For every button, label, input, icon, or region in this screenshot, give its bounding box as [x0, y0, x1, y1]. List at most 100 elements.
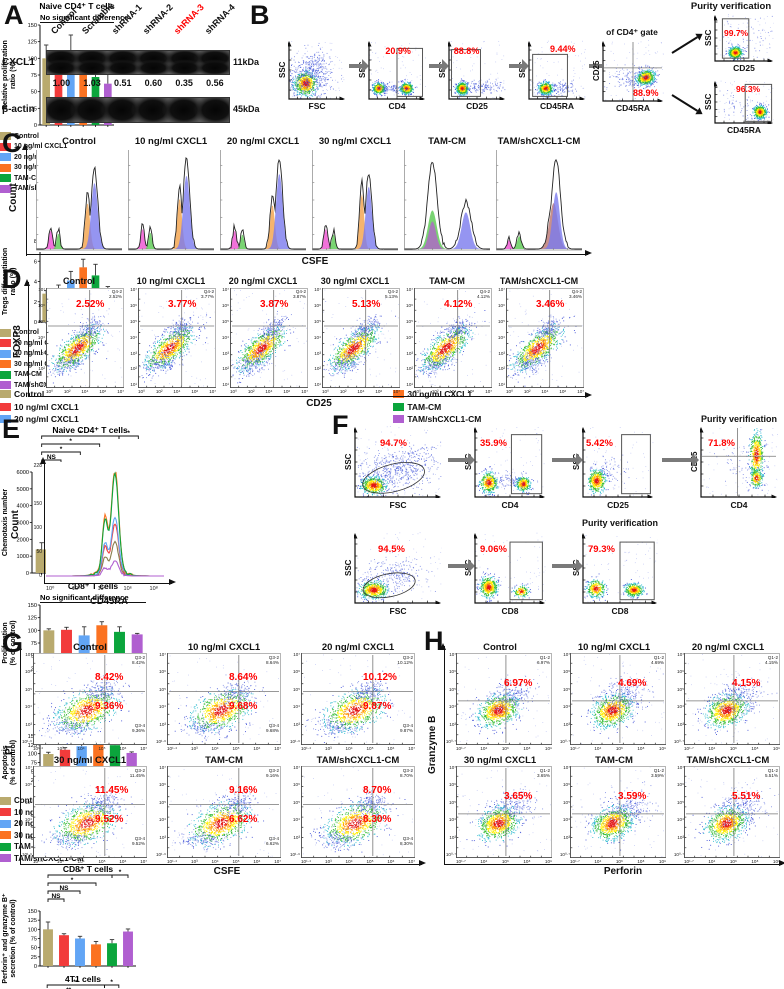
- tick-label: 10⁷: [25, 652, 32, 657]
- legend-label: TAM-CM: [14, 842, 46, 851]
- dot-plot-title: TAM/shCXCL1-CM: [686, 755, 770, 766]
- e-y-tick-label: 100: [33, 524, 42, 531]
- svg-text:25: 25: [31, 106, 37, 112]
- svg-text:1000: 1000: [17, 554, 29, 560]
- legend-item: TAM/shCXCL1-CM: [0, 854, 784, 863]
- tick-label: 10³: [293, 721, 300, 727]
- g-y-axis-label: PI: [4, 745, 15, 755]
- tick-label: 10⁹: [772, 746, 780, 751]
- x-axis-tick-labels: 10⁰ 10² 10⁴ 10⁶ 10⁷: [414, 389, 492, 394]
- quadrant-label: Q1-2 3.65%: [524, 768, 550, 778]
- panel-d-label: D: [2, 264, 22, 294]
- tick-label: 10¹·⁶: [289, 852, 300, 858]
- y-axis-tick-labels: 10⁷ 10⁶ 10⁵ 10⁴ 10³ 10¹·⁶: [155, 765, 166, 858]
- svg-text:5000: 5000: [17, 487, 29, 493]
- b-y-axis-label: SSC: [278, 61, 287, 79]
- legend-swatch: [0, 132, 11, 140]
- tick-label: 10⁶: [729, 859, 737, 864]
- e-y-tick-label: 0: [39, 573, 42, 579]
- gate-percentage: 4.12%: [444, 299, 473, 310]
- histogram-canvas: [220, 148, 306, 252]
- tick-label: 10⁰: [506, 389, 513, 394]
- x-axis-tick-labels: 10¹·⁷ 10⁴ 10⁶ 10⁸ 10⁹: [684, 746, 780, 751]
- quadrant-label-value: 6.97%: [536, 660, 550, 665]
- tick-label: 10⁴: [292, 704, 300, 710]
- b-x-axis-label: CD45RA: [615, 103, 650, 113]
- dot-plot-title: TAM/shCXCL1-CM: [499, 276, 579, 286]
- x-axis-tick-labels: 10¹·⁷ 10⁴ 10⁶ 10⁸ 10⁹: [456, 859, 552, 864]
- legend-swatch: [0, 390, 11, 398]
- flow-plot-canvas: [33, 766, 147, 858]
- tick-label: 10¹·⁶: [155, 852, 166, 858]
- quadrant-label-value: 8.42%: [131, 660, 145, 665]
- svg-text:75: 75: [31, 936, 37, 942]
- quadrant-label: Q1-2 5.51%: [752, 768, 778, 778]
- tick-label: 10³: [159, 834, 166, 840]
- tick-label: 10⁵: [98, 859, 106, 864]
- gate-percentage: 9.06%: [480, 544, 507, 555]
- tick-label: 10⁹: [658, 746, 666, 751]
- svg-text:3000: 3000: [17, 521, 29, 527]
- quadrant-label-id: Q4-2: [295, 289, 306, 294]
- legend-label: 20 ng/ml CXCL1: [14, 414, 79, 424]
- tick-label: 10⁵: [232, 746, 240, 751]
- b-x-axis-label: FSC: [308, 101, 326, 111]
- panel-b-label: B: [250, 0, 270, 30]
- legend-swatch: [0, 370, 11, 379]
- y-axis-tick-labels: 10⁷ 10⁶ 10⁵ 10⁴ 10³ 10² 10¹: [403, 287, 413, 388]
- tick-label: 10¹·⁴: [33, 746, 44, 751]
- svg-text:50: 50: [31, 90, 37, 96]
- gate-percentage: 5.42%: [586, 438, 613, 449]
- purity-verification-title: Purity verification: [690, 1, 772, 12]
- bar-chart-cd8-perforin-granzyme: CD8⁺ T cells Perforin⁺ and granzyme B⁺ sec…: [0, 863, 140, 983]
- dot-plot-title: 10 ng/ml CXCL1: [577, 642, 651, 653]
- flow-plot-canvas: [570, 766, 666, 858]
- tick-label: 10⁴: [292, 817, 300, 823]
- quadrant-label-id: Q4-2: [111, 289, 122, 294]
- legend-label: TAM-CM: [14, 174, 42, 182]
- svg-text:Perforin⁺ and granzyme B⁺: Perforin⁺ and granzyme B⁺: [2, 893, 9, 984]
- d-y-axis: [24, 279, 31, 396]
- tick-label: 10⁵: [292, 799, 300, 805]
- tick-label: 10⁰·⁷: [445, 852, 456, 858]
- tick-label: 10¹: [498, 382, 505, 388]
- g-x-axis: [20, 860, 426, 867]
- tick-label: 10⁴: [211, 746, 219, 751]
- tick-label: 10¹: [130, 382, 137, 388]
- c-y-axis-label: Count: [8, 183, 19, 213]
- blot-protein-label: CXCL1: [2, 57, 35, 68]
- svg-text:*: *: [119, 869, 122, 876]
- tick-label: 10⁸: [523, 859, 531, 864]
- panel-h-label: H: [424, 626, 444, 656]
- flow-plot-canvas: [684, 653, 780, 745]
- gate-percentage: 9.44%: [550, 43, 576, 54]
- svg-text:125: 125: [28, 616, 37, 622]
- gate-percentage: 8.42%: [95, 672, 124, 683]
- svg-text:4: 4: [34, 279, 37, 285]
- tick-label: 10⁴: [129, 334, 137, 340]
- tick-label: 10⁴: [158, 817, 166, 823]
- e-y-axis-label: Count: [10, 510, 21, 540]
- tick-label: 10⁴: [221, 334, 229, 340]
- svg-text:8: 8: [34, 239, 37, 245]
- tick-label: 10⁶: [729, 746, 737, 751]
- legend-item: 10 ng/ml CXCL1: [0, 142, 784, 151]
- dot-plot-title: 10 ng/ml CXCL1: [187, 642, 261, 653]
- tick-label: 10¹·⁶: [155, 739, 166, 745]
- svg-text:2: 2: [34, 299, 37, 305]
- tick-label: 10³: [293, 834, 300, 840]
- f-y-axis-label: SSC: [344, 559, 353, 577]
- flow-plot-canvas: [474, 532, 546, 604]
- flow-plot-canvas: [301, 766, 415, 858]
- quadrant-label-value: 6.62%: [265, 841, 279, 846]
- legend-swatch: [0, 402, 11, 411]
- tick-label: 10¹·⁷: [456, 859, 466, 864]
- tick-label: 10⁷: [314, 287, 321, 292]
- tick-label: 10⁴: [594, 859, 602, 864]
- flow-plot-canvas: [322, 288, 400, 388]
- legend: Control 10 ng/ml CXCL1 20 ng/ml CXCL1 30 ng…: [0, 328, 784, 389]
- y-axis-tick-labels: 10⁷ 10⁶ 10⁵ 10⁴ 10³ 10⁰·⁷: [446, 652, 456, 745]
- tick-label: 10⁰·⁷: [559, 852, 570, 858]
- svg-text:Chemotaxis number: Chemotaxis number: [2, 489, 9, 557]
- blot-size-label: 11kDa: [233, 57, 260, 67]
